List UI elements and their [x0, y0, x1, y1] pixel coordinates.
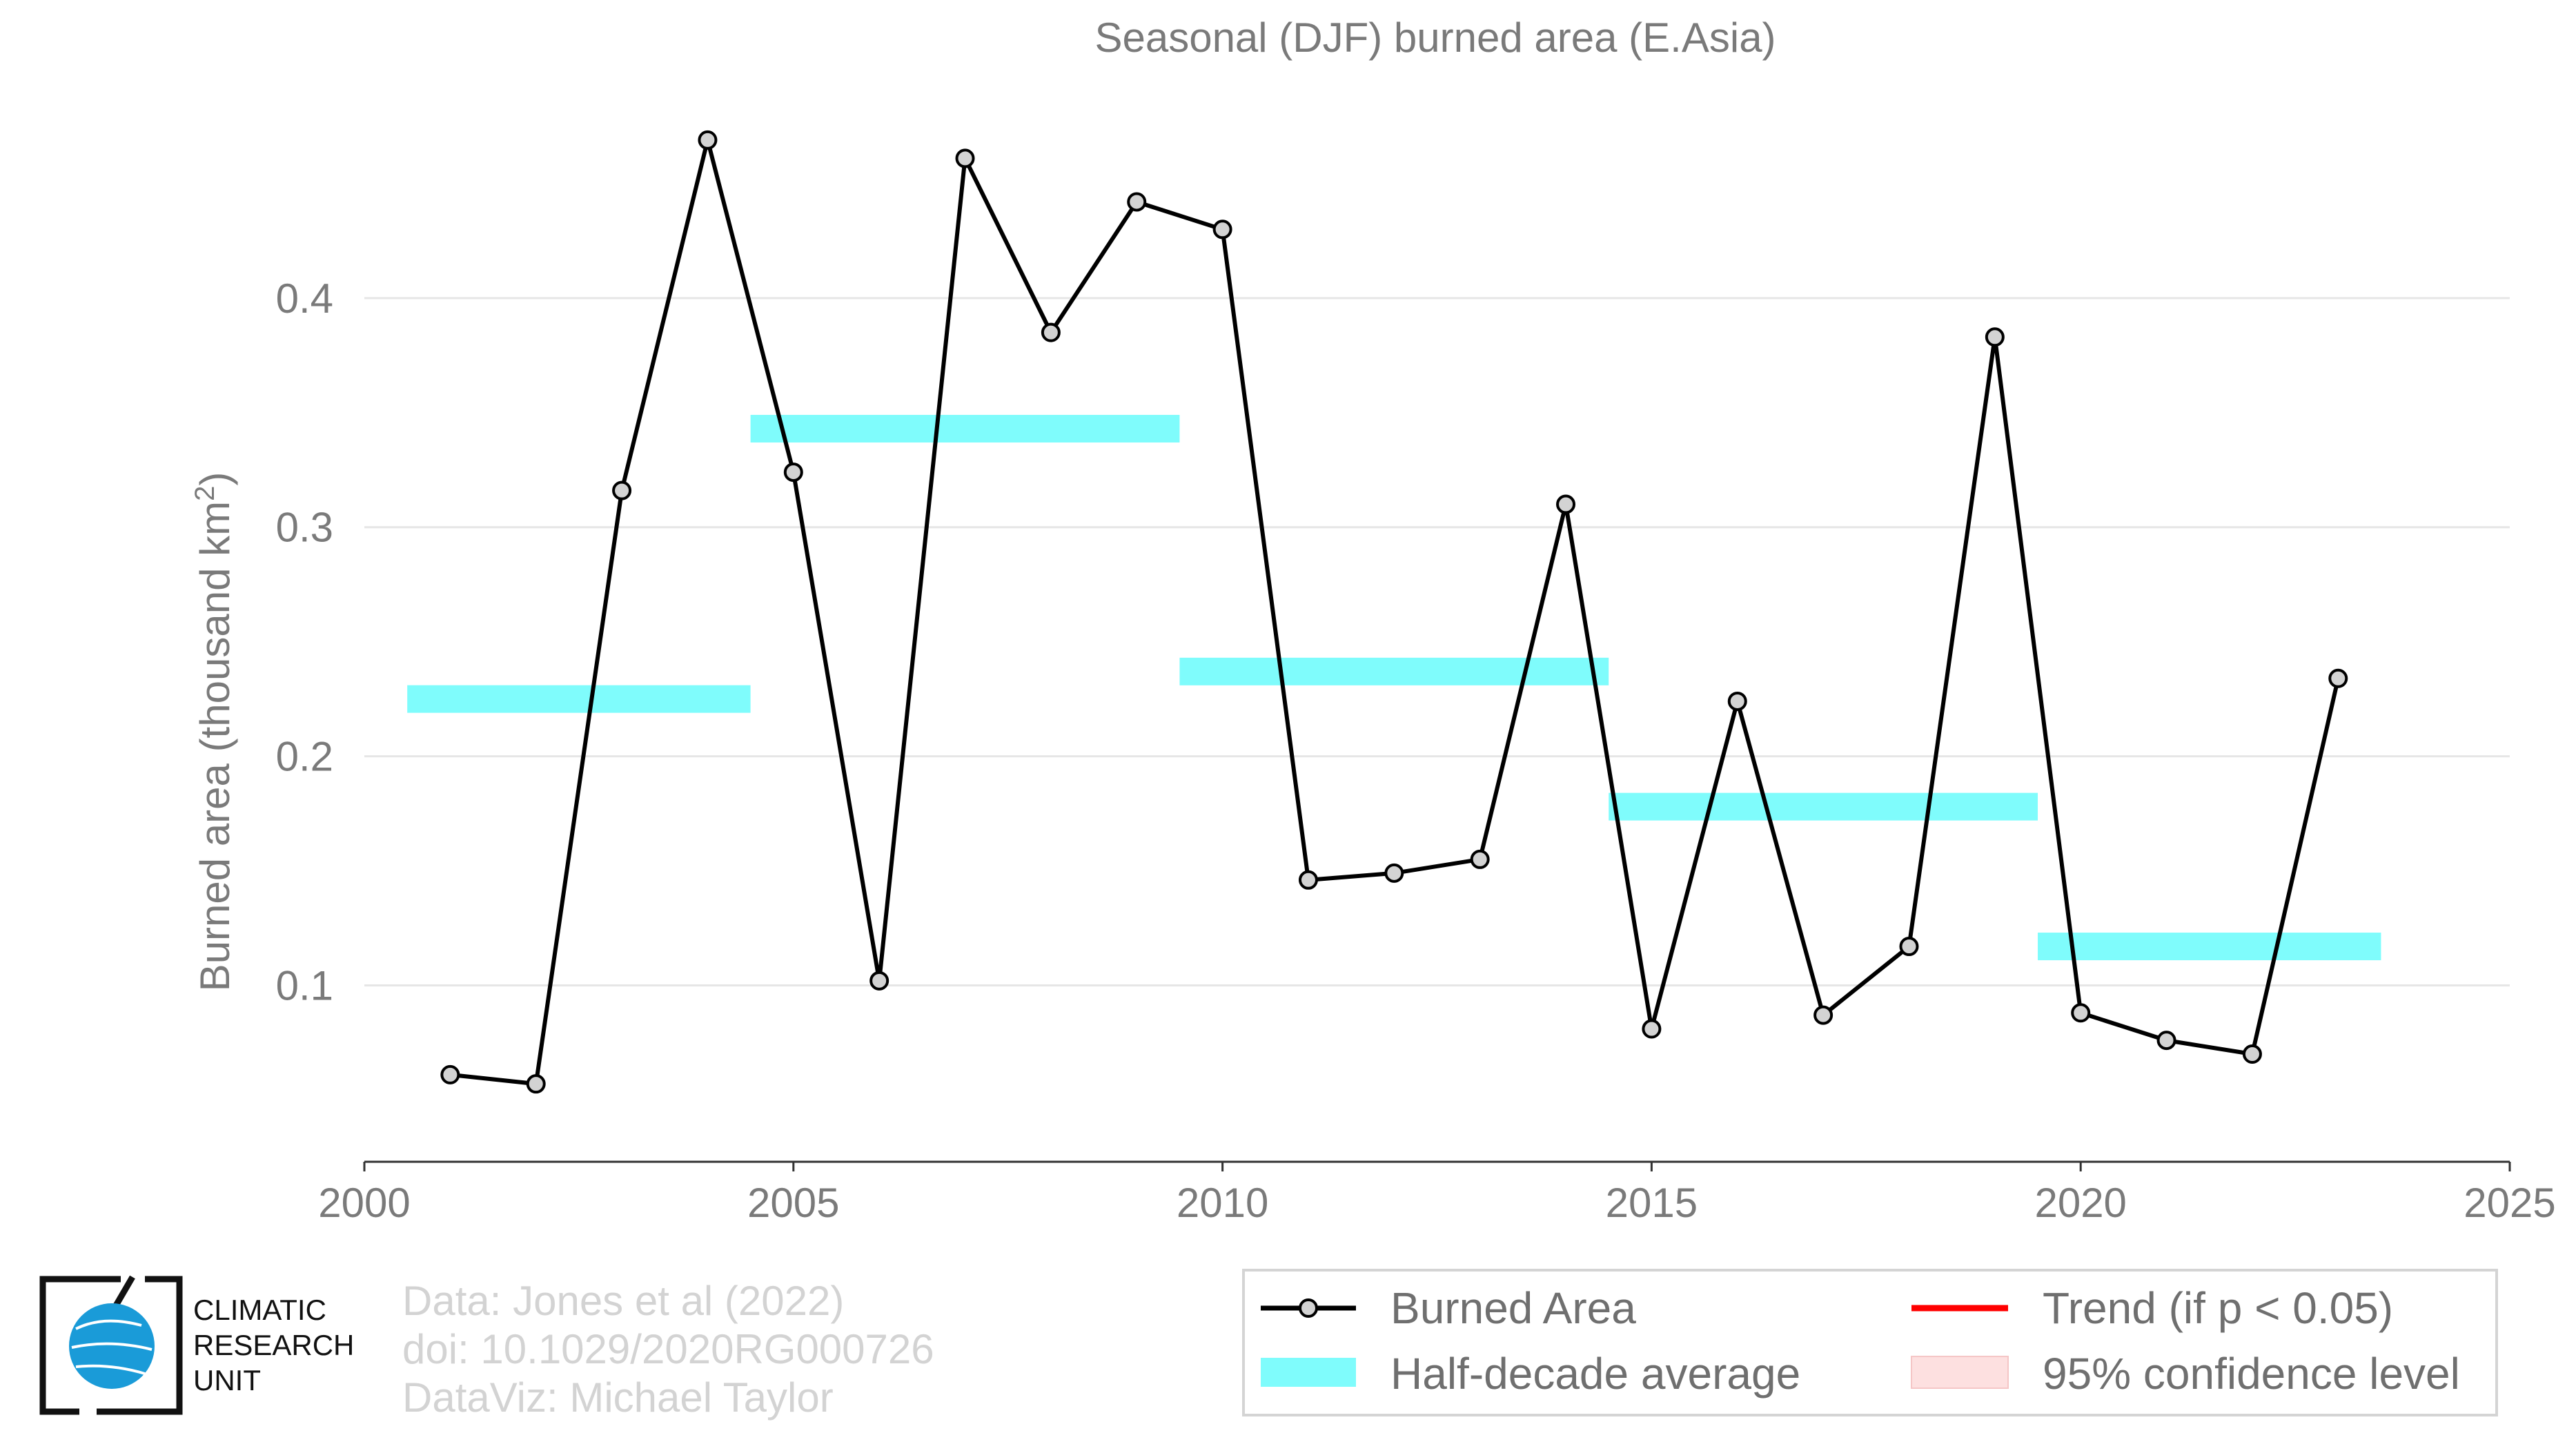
burned-area-point — [526, 1074, 546, 1094]
legend-frame — [1242, 1269, 2498, 1416]
burned-area-point — [2242, 1044, 2262, 1064]
burned-area-point — [1041, 322, 1061, 342]
logo-bracket-right-icon — [97, 1276, 183, 1415]
legend-half-decade-label: Half-decade average — [1390, 1349, 1800, 1399]
x-tick-label: 2000 — [318, 1180, 410, 1226]
legend-half-decade-swatch — [1261, 1358, 1356, 1387]
burned-area-point — [612, 480, 632, 500]
half-decade-band — [750, 415, 1180, 443]
x-tick-label: 2025 — [2464, 1180, 2555, 1226]
legend-burned-area-marker — [1299, 1298, 1318, 1318]
x-tick-label: 2005 — [747, 1180, 839, 1226]
x-tick-labels: 2000 2005 2010 2015 2020 2025 — [318, 1180, 2555, 1226]
logo-line-2: RESEARCH — [193, 1329, 354, 1361]
burned-area-point — [1556, 494, 1576, 514]
y-tick-label: 0.1 — [276, 962, 333, 1009]
burned-area-point — [2328, 668, 2348, 688]
logo-line-3: UNIT — [193, 1364, 261, 1396]
half-decade-band — [1609, 792, 2038, 821]
y-axis-label: Burned area (thousand km2) — [190, 472, 238, 992]
credit-data: Data: Jones et al (2022) — [402, 1278, 844, 1324]
burned-area-point — [1384, 863, 1404, 883]
burned-area-point — [1899, 937, 1919, 957]
y-tick-label: 0.4 — [276, 275, 333, 322]
burned-area-point — [1813, 1005, 1833, 1025]
axes — [363, 1160, 2511, 1171]
logo-globe-lines-icon — [71, 1319, 153, 1375]
burned-area-point — [698, 130, 718, 150]
legend-confidence-label: 95% confidence level — [2043, 1349, 2460, 1399]
burned-area-point — [2156, 1031, 2176, 1051]
burned-area-point — [955, 148, 975, 168]
y-tick-label: 0.3 — [276, 505, 333, 551]
burned-area-point — [1642, 1019, 1662, 1039]
credit-dataviz: DataViz: Michael Taylor — [402, 1374, 834, 1421]
half-decade-band — [407, 685, 751, 713]
logo-line-1: CLIMATIC — [193, 1294, 326, 1326]
burned-area-point — [869, 971, 889, 991]
legend-confidence-swatch — [1911, 1356, 2009, 1389]
burned-area-point — [783, 462, 803, 483]
legend: Burned Area Trend (if p < 0.05) Half-dec… — [1242, 1269, 2498, 1416]
half-decade-band — [1179, 657, 1609, 685]
burned-area-point — [1727, 691, 1747, 711]
x-tick-label: 2010 — [1177, 1180, 1268, 1226]
half-decade-band — [2038, 933, 2381, 961]
legend-burned-area-label: Burned Area — [1390, 1283, 1636, 1333]
y-tick-label: 0.2 — [276, 734, 333, 780]
burned-area-point — [1470, 849, 1490, 869]
burned-area-point — [1985, 327, 2005, 347]
logo-bracket-left-icon — [39, 1276, 121, 1415]
x-tick-label: 2015 — [1606, 1180, 1698, 1226]
x-tick-label: 2020 — [2034, 1180, 2126, 1226]
burned-area-point — [440, 1064, 460, 1084]
credit-doi: doi: 10.1029/2020RG000726 — [402, 1326, 934, 1372]
cru-logo: CLIMATIC RESEARCH UNIT — [39, 1275, 354, 1415]
half-decade-bands — [407, 415, 2381, 961]
y-tick-labels: 0.1 0.2 0.3 0.4 — [276, 275, 333, 1009]
burned-area-point — [2071, 1003, 2091, 1023]
legend-trend-label: Trend (if p < 0.05) — [2043, 1283, 2393, 1333]
gridlines — [364, 297, 2510, 986]
chart-title: Seasonal (DJF) burned area (E.Asia) — [1094, 14, 1776, 61]
burned-area-series — [440, 130, 2348, 1094]
burned-area-point — [1127, 192, 1147, 212]
burned-area-point — [1212, 220, 1232, 240]
burned-area-point — [1298, 870, 1318, 890]
